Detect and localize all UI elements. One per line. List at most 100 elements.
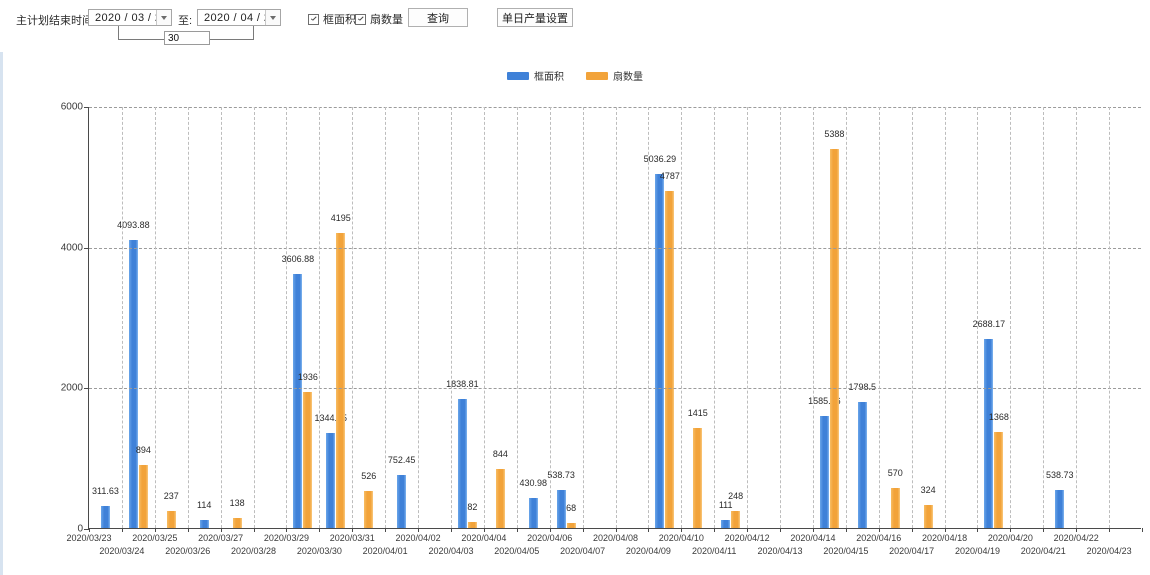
daily-output-settings-button[interactable]: 单日产量设置: [497, 8, 573, 27]
checkbox-frame-area-box[interactable]: [308, 13, 319, 25]
y-axis-tick-mark: [84, 247, 89, 249]
x-axis-tick-mark: [582, 528, 584, 532]
bar-sash-count[interactable]: 1936: [298, 106, 318, 528]
bar-frame-area[interactable]: 1344.95: [315, 106, 347, 528]
bar-sash-count[interactable]: 82: [467, 106, 478, 528]
x-gridline: [1043, 107, 1045, 528]
bar-fill: [336, 232, 346, 528]
bar-group: 844: [484, 107, 517, 528]
bar-value-label: 1344.95: [314, 413, 348, 424]
bar-sash-count[interactable]: 526: [361, 106, 376, 528]
x-axis-tick-mark: [944, 528, 946, 532]
x-axis-tick-mark: [450, 528, 452, 532]
x-gridline: [845, 107, 847, 528]
bar-group: [945, 107, 978, 528]
bar-sash-count[interactable]: 324: [920, 106, 936, 528]
bar-sash-count[interactable]: 1368: [989, 106, 1009, 528]
bar-sash-count[interactable]: 844: [493, 106, 508, 528]
x-axis-tick-mark: [154, 528, 156, 532]
bar-group: 114: [188, 107, 221, 528]
bar-frame-area[interactable]: 311.63: [92, 106, 119, 528]
bar-sash-count[interactable]: 4195: [331, 106, 351, 528]
x-axis-tick-mark: [780, 528, 782, 532]
x-axis-tick-mark: [615, 528, 617, 532]
bar-frame-area[interactable]: 3606.88: [282, 106, 314, 528]
bar-sash-count[interactable]: 1415: [688, 106, 708, 528]
check-icon: [357, 16, 364, 23]
bar-sash-count[interactable]: 68: [566, 106, 577, 528]
x-axis-tick-mark: [418, 528, 420, 532]
date-from-picker[interactable]: 2020 / 03 / 24: [88, 9, 172, 26]
bar-sash-count[interactable]: 138: [230, 106, 245, 528]
bar-fill: [457, 398, 467, 528]
x-axis-tick-label: 2020/04/21: [1020, 546, 1066, 556]
date-from-dropdown-icon[interactable]: [156, 10, 171, 25]
legend-item-0[interactable]: 框面积: [507, 68, 564, 83]
x-axis-tick-label: 2020/03/25: [132, 533, 178, 543]
bar-group: 1838.81 82: [446, 106, 484, 528]
bar-frame-area[interactable]: 2688.17: [973, 106, 1005, 528]
bar-frame-area[interactable]: 1838.81: [446, 106, 479, 528]
bar-value-label: 894: [135, 445, 151, 456]
bar-sash-count[interactable]: 248: [728, 106, 743, 528]
bar-sash-count[interactable]: 5388: [824, 106, 844, 528]
date-span-days-input[interactable]: 30: [164, 31, 210, 45]
x-axis-tick-label: 2020/03/29: [263, 533, 309, 543]
x-axis-tick-label: 2020/04/10: [658, 533, 704, 543]
bar-group: 311.63: [89, 107, 122, 528]
checkbox-sash-count-box[interactable]: [355, 13, 366, 25]
bar-frame-area[interactable]: 4093.88: [117, 106, 150, 528]
bar-fill: [467, 522, 477, 528]
bar-sash-count[interactable]: 894: [135, 106, 151, 528]
bar-value-label: 82: [467, 502, 478, 513]
x-gridline: [681, 107, 683, 528]
bar-value-label: 324: [920, 485, 936, 496]
bar-fill: [994, 431, 1004, 528]
bar-frame-area[interactable]: 5036.29: [644, 106, 676, 528]
bar-group: 237: [155, 107, 188, 528]
bar-sash-count[interactable]: 4787: [660, 106, 680, 528]
bar-fill: [923, 505, 933, 528]
query-button[interactable]: 查询: [408, 8, 468, 27]
legend-item-1[interactable]: 扇数量: [586, 68, 643, 83]
bar-group: 1415: [681, 107, 714, 528]
x-gridline: [549, 107, 551, 528]
bar-value-label: 1415: [687, 408, 708, 419]
bar-group: 538.73 68: [547, 106, 583, 528]
bar-value-label: 3606.88: [281, 254, 315, 265]
bar-frame-area[interactable]: 538.73: [547, 106, 575, 528]
bar-sash-count[interactable]: 237: [164, 106, 179, 528]
bar-sash-count[interactable]: 570: [887, 106, 903, 528]
checkbox-frame-area-label: 框面积: [323, 14, 356, 26]
bar-value-label: 570: [887, 467, 903, 478]
bar-fill: [655, 173, 665, 528]
x-axis-tick-label: 2020/04/11: [692, 546, 737, 556]
bar-frame-area[interactable]: 430.98: [519, 106, 547, 528]
bar-frame-area[interactable]: 538.73: [1046, 106, 1074, 528]
bar-value-label: 68: [566, 503, 577, 514]
bracket-left: [118, 26, 119, 40]
checkbox-sash-count[interactable]: 扇数量: [355, 11, 403, 27]
legend-label: 框面积: [534, 72, 564, 83]
bar-group: [1076, 107, 1109, 528]
bar-fill: [528, 497, 538, 528]
checkbox-frame-area[interactable]: 框面积: [308, 11, 356, 27]
x-axis-tick-label: 2020/04/23: [1086, 546, 1132, 556]
x-axis-tick-mark: [1010, 528, 1012, 532]
date-to-picker[interactable]: 2020 / 04 / 23: [197, 9, 281, 26]
y-gridline: [89, 107, 1141, 108]
x-axis-tick-label: 2020/03/31: [329, 533, 375, 543]
bar-fill: [857, 401, 867, 528]
x-axis-tick-mark: [1076, 528, 1078, 532]
date-to-dropdown-icon[interactable]: [265, 10, 280, 25]
x-gridline: [944, 107, 946, 528]
chart-bars-layer: 311.63 4093.88 894 237 114 138 3606.88 1936 1344…: [89, 107, 1141, 528]
bar-frame-area[interactable]: 114: [197, 106, 211, 528]
bar-frame-area[interactable]: 1585.96: [808, 106, 841, 528]
x-axis-tick-label: 2020/04/06: [527, 533, 573, 543]
x-gridline: [450, 107, 452, 528]
bar-frame-area[interactable]: 111: [719, 106, 733, 528]
bar-frame-area[interactable]: 752.45: [388, 106, 415, 528]
bar-value-label: 1798.5: [848, 381, 877, 392]
bar-frame-area[interactable]: 1798.5: [849, 106, 876, 528]
